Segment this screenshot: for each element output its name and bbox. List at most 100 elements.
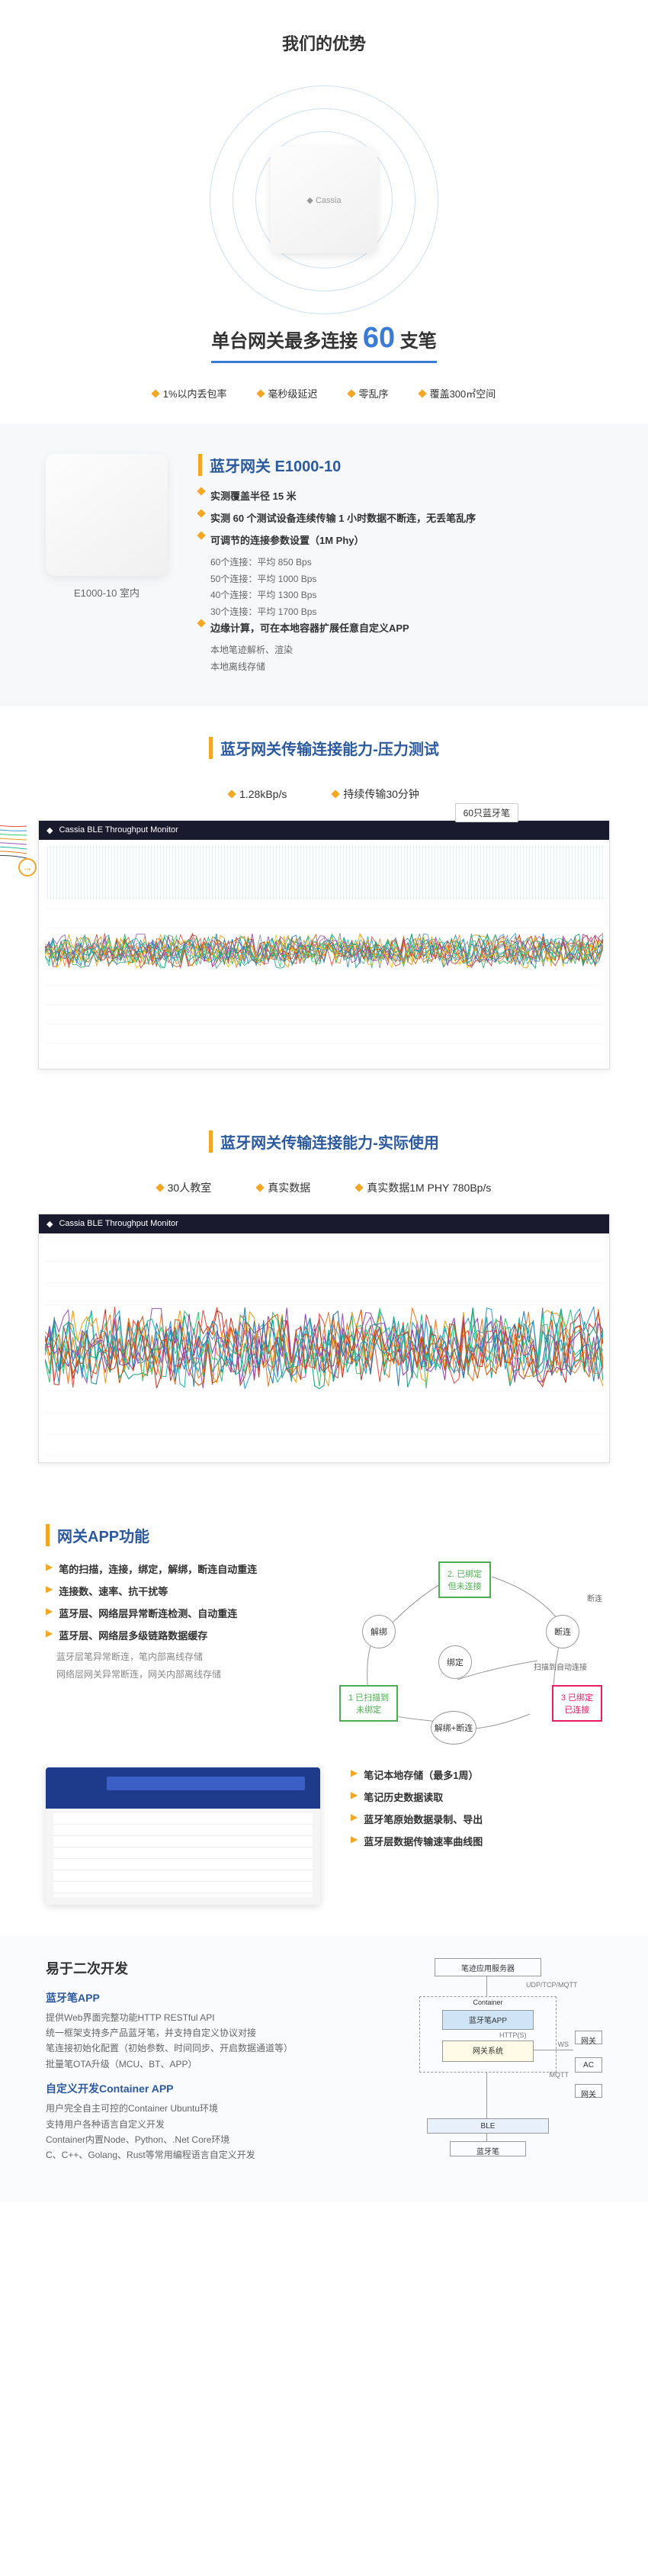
arch-label-http: HTTP(S) xyxy=(499,2031,527,2039)
state-diagram: 1 已扫描到未绑定 2. 已绑定但未连接 3 已绑定已连接 解绑 绑定 断连 解… xyxy=(339,1561,602,1745)
edge-item: 本地离线存储 xyxy=(210,659,602,676)
dev-section: 易于二次开发 蓝牙笔APP 提供Web界面完整功能HTTP RESTful AP… xyxy=(0,1935,648,2201)
diamond-icon xyxy=(355,1183,364,1192)
actual-use-section: 蓝牙网关传输连接能力-实际使用 30人教室 真实数据 真实数据1M PHY 780B… xyxy=(0,1100,648,1494)
edge-title: 边缘计算，可在本地容器扩展任意自定义APP xyxy=(198,620,602,635)
app-note: 网络层网关异常断连，网关内部离线存储 xyxy=(56,1667,309,1680)
product-spec-row: 实测覆盖半径 15 米 xyxy=(198,488,602,503)
stress-chart-container: 60只蓝牙笔 → ◆ Cassia BLE Throughput Monitor xyxy=(38,820,610,1069)
container-title: 自定义开发Container APP xyxy=(46,2081,343,2096)
stress-chart: ◆ Cassia BLE Throughput Monitor xyxy=(38,820,610,1069)
diamond-icon xyxy=(197,509,205,517)
diamond-icon xyxy=(418,389,426,397)
hero-sub-feature: 覆盖300㎡空间 xyxy=(419,386,496,400)
storage-item: ▶蓝牙笔原始数据录制、导出 xyxy=(351,1812,602,1826)
arrow-icon: ▶ xyxy=(351,1834,358,1848)
arrow-icon: ▶ xyxy=(351,1812,358,1826)
hero-title: 我们的优势 xyxy=(0,31,648,55)
dev-line: 用户完全自主可控的Container Ubuntu环境 xyxy=(46,2101,343,2116)
bps-item: 50个连接：平均 1000 Bps xyxy=(210,571,602,588)
chart-callout: 60只蓝牙笔 xyxy=(455,803,518,822)
product-section: E1000-10 室内 蓝牙网关 E1000-10 实测覆盖半径 15 米实测 … xyxy=(0,423,648,706)
pen-app-title: 蓝牙笔APP xyxy=(46,1990,343,2005)
hero-sub-feature: 1%以内丢包率 xyxy=(152,386,227,400)
app-feature-item: ▶笔的扫描，连接，绑定，解绑，断连自动重连 xyxy=(46,1561,309,1576)
product-image-column: E1000-10 室内 xyxy=(46,454,168,676)
hero-sub-feature: 毫秒级延迟 xyxy=(258,386,318,400)
actual-title: 蓝牙网关传输连接能力-实际使用 xyxy=(209,1130,439,1153)
product-spec-row: 实测 60 个测试设备连续传输 1 小时数据不断连，无丢笔乱序 xyxy=(198,510,602,525)
state-box-2: 2. 已绑定但未连接 xyxy=(438,1561,491,1598)
diamond-icon xyxy=(197,531,205,539)
diamond-icon xyxy=(332,790,340,798)
storage-item: ▶笔记历史数据读取 xyxy=(351,1790,602,1804)
chart-arrow-icon: → xyxy=(18,858,37,876)
app-section: 网关APP功能 ▶笔的扫描，连接，绑定，解绑，断连自动重连▶连接数、速率、抗干扰… xyxy=(0,1494,648,1935)
stress-title: 蓝牙网关传输连接能力-压力测试 xyxy=(209,737,439,759)
arch-gw-side-1: 网关 xyxy=(575,2031,602,2044)
edge-item: 本地笔迹解析、渲染 xyxy=(210,642,602,659)
circle-disconnect: 断连 xyxy=(546,1615,579,1648)
architecture-diagram: 笔迹应用服务器 UDP/TCP/MQTT Container 蓝牙笔APP HT… xyxy=(374,1958,602,2156)
diamond-icon xyxy=(256,389,265,397)
stat-item: 30人教室 xyxy=(157,1180,212,1195)
device-visual: ◆ Cassia xyxy=(202,78,446,322)
dev-line: 批量笔OTA升级（MCU、BT、APP） xyxy=(46,2057,343,2072)
hero-section: 我们的优势 ◆ Cassia 单台网关最多连接 60 支笔 1%以内丢包率毫秒级… xyxy=(0,0,648,423)
storage-item: ▶笔记本地存储（最多1周） xyxy=(351,1767,602,1782)
pen-app-text: 提供Web界面完整功能HTTP RESTful API统一框架支持多产品蓝牙笔，… xyxy=(46,2010,343,2073)
stat-item: 真实数据 xyxy=(257,1180,310,1195)
arch-gw: 网关系统 xyxy=(442,2041,534,2062)
actual-stats: 30人教室 真实数据 真实数据1M PHY 780Bp/s xyxy=(38,1180,610,1195)
arrow-icon: ▶ xyxy=(46,1584,53,1594)
diamond-icon xyxy=(197,487,205,495)
dev-line: C、C++、Golang、Rust等常用编程语言自定义开发 xyxy=(46,2147,343,2163)
stat-item: 真实数据1M PHY 780Bp/s xyxy=(356,1180,491,1195)
dev-line: 提供Web界面完整功能HTTP RESTful API xyxy=(46,2010,343,2025)
circle-bind: 绑定 xyxy=(438,1645,472,1679)
hero-sub-feature: 零乱序 xyxy=(348,386,389,400)
app-feature-list: ▶笔的扫描，连接，绑定，解绑，断连自动重连▶连接数、速率、抗干扰等▶蓝牙层、网络… xyxy=(46,1561,309,1745)
dev-line: Container内置Node、Python、.Net Core环境 xyxy=(46,2132,343,2147)
app-note: 蓝牙层笔异常断连，笔内部离线存储 xyxy=(56,1650,309,1663)
diamond-icon xyxy=(347,389,355,397)
chart-body xyxy=(39,1233,609,1462)
device-image: ◆ Cassia xyxy=(271,146,377,253)
circle-unbind: 解绑 xyxy=(362,1615,396,1648)
product-details: 蓝牙网关 E1000-10 实测覆盖半径 15 米实测 60 个测试设备连续传输… xyxy=(198,454,602,676)
arrow-icon: ▶ xyxy=(46,1561,53,1572)
bps-item: 40个连接：平均 1300 Bps xyxy=(210,587,602,604)
edge-items: 本地笔迹解析、渲染本地离线存储 xyxy=(210,642,602,675)
stat-item: 1.28kBp/s xyxy=(229,786,287,802)
product-specs: 实测覆盖半径 15 米实测 60 个测试设备连续传输 1 小时数据不断连，无丢笔… xyxy=(198,488,602,547)
storage-list: ▶笔记本地存储（最多1周） ▶笔记历史数据读取 ▶蓝牙笔原始数据录制、导出 ▶蓝牙层数… xyxy=(351,1767,602,1856)
arch-label-ws: WS xyxy=(558,2041,569,2048)
device-logo: ◆ Cassia xyxy=(306,195,341,205)
dev-text-column: 易于二次开发 蓝牙笔APP 提供Web界面完整功能HTTP RESTful AP… xyxy=(46,1958,343,2163)
arch-server: 笔迹应用服务器 xyxy=(435,1958,541,1976)
bps-item: 30个连接：平均 1700 Bps xyxy=(210,604,602,621)
chart-header: ◆ Cassia BLE Throughput Monitor xyxy=(39,821,609,840)
arch-label-mqtt: MQTT xyxy=(550,2071,569,2079)
storage-item: ▶蓝牙层数据传输速率曲线图 xyxy=(351,1834,602,1848)
app-content: ▶笔的扫描，连接，绑定，解绑，断连自动重连▶连接数、速率、抗干扰等▶蓝牙层、网络… xyxy=(46,1561,602,1745)
arch-gw-side-2: 网关 xyxy=(575,2084,602,2098)
diamond-icon xyxy=(227,790,236,798)
dashboard-screenshot xyxy=(46,1767,320,1905)
app-feature-item: ▶蓝牙层、网络层多级链路数据缓存 xyxy=(46,1628,309,1642)
chart-body xyxy=(39,840,609,1069)
product-bps-list: 60个连接：平均 850 Bps50个连接：平均 1000 Bps40个连接：平… xyxy=(210,555,602,620)
chart-header: ◆ Cassia BLE Throughput Monitor xyxy=(39,1214,609,1233)
edge-label-1: 扫描到自动连接 xyxy=(534,1661,587,1672)
diamond-icon xyxy=(156,1183,164,1192)
dev-title: 易于二次开发 xyxy=(46,1958,343,1978)
arrow-icon: ▶ xyxy=(46,1606,53,1616)
bps-item: 60个连接：平均 850 Bps xyxy=(210,555,602,571)
arch-ble: BLE xyxy=(427,2118,549,2134)
diamond-icon xyxy=(151,389,159,397)
stress-chart-svg xyxy=(45,909,603,1063)
actual-chart: ◆ Cassia BLE Throughput Monitor xyxy=(38,1214,610,1463)
tagline-pre: 单台网关最多连接 xyxy=(211,331,363,352)
diamond-icon xyxy=(256,1183,265,1192)
arch-label-udp: UDP/TCP/MQTT xyxy=(526,1981,578,1989)
